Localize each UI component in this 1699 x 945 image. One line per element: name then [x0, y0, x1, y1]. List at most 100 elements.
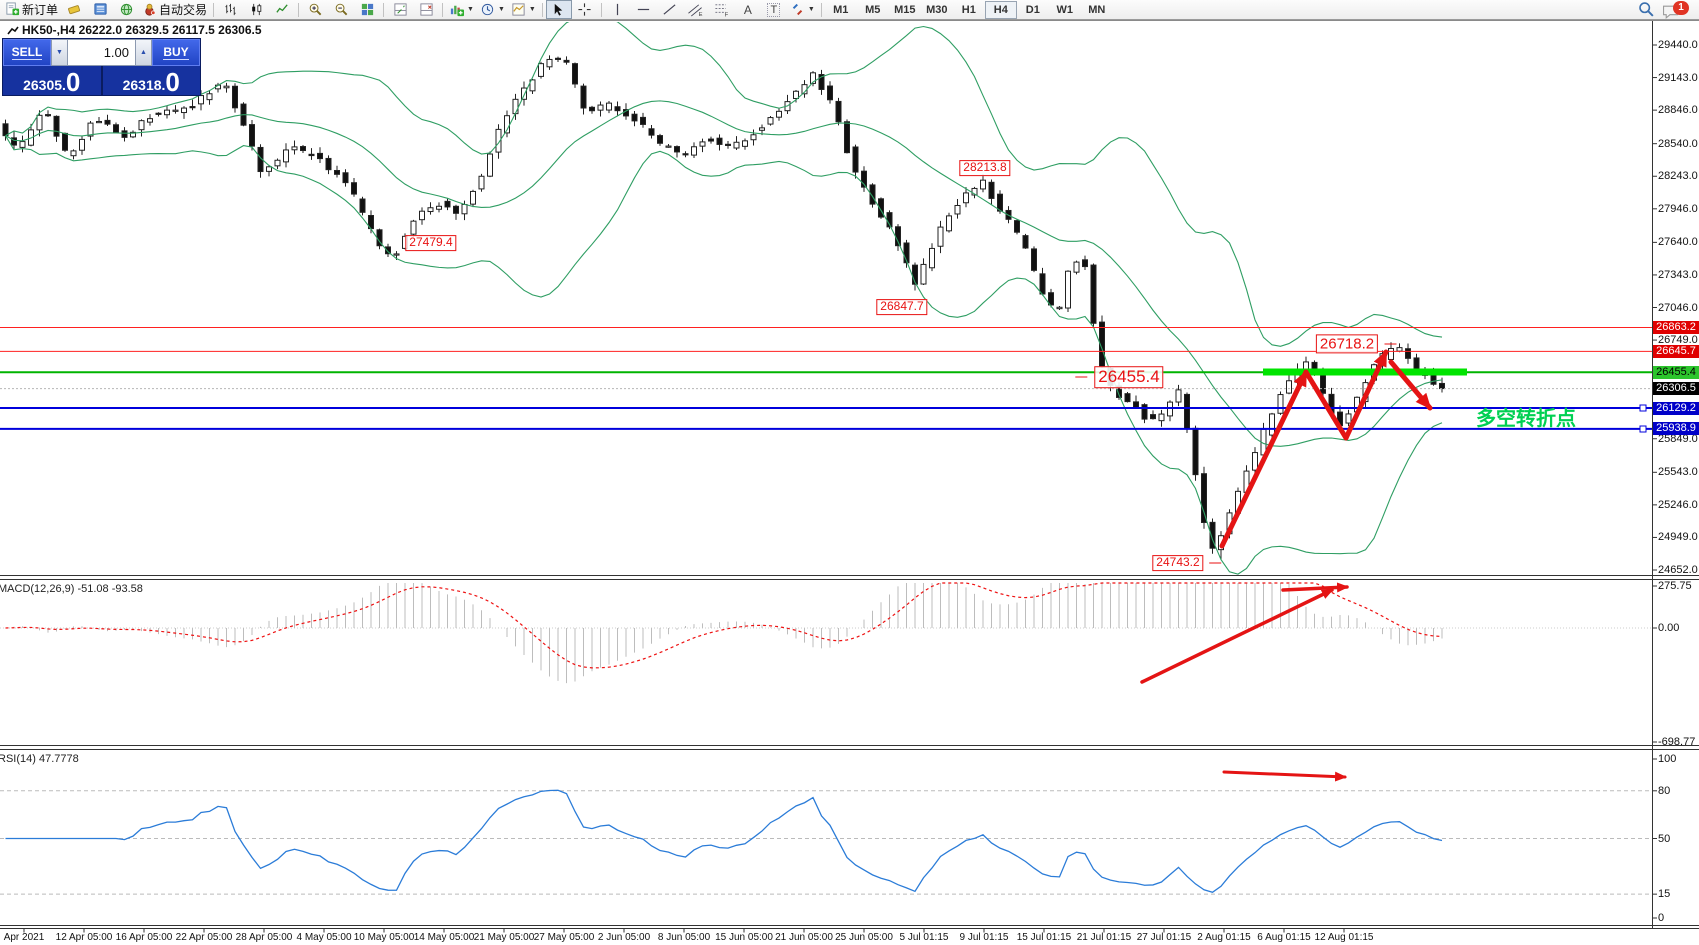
- indicator-window-icon: [393, 3, 407, 16]
- timeframe-button-m1[interactable]: M1: [833, 3, 849, 16]
- search-icon[interactable]: [1638, 1, 1655, 18]
- trend-arrow: [1388, 359, 1433, 411]
- buy-price[interactable]: 26318. 0: [103, 66, 201, 95]
- timeframe-button-h1[interactable]: H1: [961, 3, 976, 16]
- price-tag-label[interactable]: 28213.8: [959, 160, 1011, 176]
- templates-button[interactable]: ▼: [508, 0, 539, 19]
- trend-arrow: [1343, 349, 1389, 441]
- profile-button[interactable]: [61, 0, 87, 19]
- add-indicator-button[interactable]: ▼: [446, 0, 477, 19]
- price-axis-tick: 29143.0: [1658, 71, 1698, 84]
- horizontal-line-tool[interactable]: [631, 0, 657, 19]
- bollinger-bands: [5, 22, 1443, 575]
- one-click-trading-panel: SELL ▼ 1.00 ▲ BUY 26305. 0 26318. 0: [2, 38, 201, 96]
- tile-windows-button[interactable]: [354, 0, 380, 19]
- cursor-tool-button[interactable]: [545, 0, 572, 19]
- timeframe-button-d1[interactable]: D1: [1025, 3, 1040, 16]
- price-tag-label[interactable]: 27479.4: [405, 235, 457, 251]
- time-axis-label: 22 Apr 05:00: [175, 932, 233, 943]
- bar-chart-button[interactable]: [217, 0, 243, 19]
- indicator-window-button[interactable]: [387, 0, 413, 19]
- vertical-line-tool[interactable]: [605, 0, 631, 19]
- timeframe-button-h4[interactable]: H4: [984, 0, 1017, 19]
- text-tool-label: A: [743, 2, 752, 17]
- arrows-tool[interactable]: ▼: [787, 0, 818, 19]
- toolbar-separator: [442, 2, 444, 17]
- new-order-button[interactable]: 新订单: [2, 0, 61, 19]
- notifications-button[interactable]: 1: [1661, 0, 1691, 19]
- trend-arrow: [1140, 588, 1334, 684]
- time-axis-label: 2 Aug 01:15: [1197, 932, 1251, 943]
- time-axis-label: 6 Aug 01:15: [1257, 932, 1311, 943]
- time-axis-label: 8 Jun 05:00: [657, 932, 711, 943]
- timeframe-button-mn[interactable]: MN: [1088, 3, 1106, 16]
- timeframe-button-m15[interactable]: M15: [894, 3, 916, 16]
- price-tag-label[interactable]: 26718.2: [1315, 334, 1379, 354]
- channel-tool[interactable]: E: [683, 0, 709, 19]
- label-tool[interactable]: T: [761, 0, 787, 19]
- market-watch-icon: [93, 3, 107, 15]
- time-axis-label: 27 May 05:00: [533, 932, 595, 943]
- zoom-out-button[interactable]: [328, 0, 354, 19]
- price-tag-label[interactable]: 24743.2: [1152, 555, 1204, 571]
- chevron-down-icon: ▼: [528, 6, 536, 13]
- price-axis-tick: 27343.0: [1658, 268, 1698, 281]
- price-axis-tick: 27946.0: [1658, 202, 1698, 215]
- support-zone-bar[interactable]: [1263, 368, 1467, 376]
- market-watch-button[interactable]: [87, 0, 113, 19]
- price-tag-label[interactable]: 26847.7: [876, 299, 928, 315]
- fibonacci-tool[interactable]: F: [709, 0, 735, 19]
- macd-histogram: [13, 583, 1443, 684]
- macd-axis-tick: 0.00: [1658, 622, 1680, 634]
- symbol-ohlc-header: HK50-,H4 26222.0 26329.5 26117.5 26306.5: [22, 23, 262, 37]
- buy-button[interactable]: BUY: [152, 39, 200, 66]
- text-tool[interactable]: A: [735, 0, 761, 19]
- period-selector-button[interactable]: ▼: [477, 0, 508, 19]
- candlestick-chart-button[interactable]: [243, 0, 269, 19]
- price-axis-tick: 28540.0: [1658, 137, 1698, 150]
- chevron-down-icon: ▼: [497, 6, 505, 13]
- auto-trading-button[interactable]: 自动交易: [139, 0, 210, 19]
- time-axis-label: 5 Jul 01:15: [899, 932, 949, 943]
- price-axis-tick: 24652.0: [1658, 564, 1698, 576]
- line-handle[interactable]: [1639, 404, 1647, 412]
- price-axis-tick: 28243.0: [1658, 170, 1698, 183]
- volume-increase-button[interactable]: ▲: [135, 39, 152, 66]
- volume-decrease-button[interactable]: ▼: [51, 39, 68, 66]
- time-axis-label: 15 Jun 05:00: [715, 932, 773, 943]
- sell-price[interactable]: 26305. 0: [3, 66, 103, 95]
- line-chart-button[interactable]: [269, 0, 295, 19]
- buy-button-label: BUY: [163, 44, 189, 60]
- timeframe-button-w1[interactable]: W1: [1056, 3, 1074, 16]
- price-tag-label[interactable]: 26455.4: [1094, 366, 1164, 388]
- time-axis-label: 4 May 05:00: [296, 932, 352, 943]
- rsi-axis-tick: 15: [1658, 888, 1671, 901]
- price-axis-tick: 25543.0: [1658, 466, 1698, 479]
- line-handle[interactable]: [1639, 425, 1647, 433]
- zoom-in-button[interactable]: [302, 0, 328, 19]
- channel-icon: E: [688, 4, 703, 17]
- indicator-delete-button[interactable]: [413, 0, 439, 19]
- time-axis-label: 12 Apr 05:00: [55, 932, 113, 943]
- trendline-icon: [663, 4, 676, 15]
- turning-point-note[interactable]: 多空转折点: [1476, 408, 1576, 430]
- timeframe-button-m5[interactable]: M5: [865, 3, 881, 16]
- macd-axis-tick: 275.75: [1658, 580, 1692, 592]
- timeframe-button-m30[interactable]: M30: [926, 3, 948, 16]
- volume-input[interactable]: 1.00: [68, 39, 135, 66]
- rsi-axis-tick: 50: [1658, 832, 1671, 845]
- price-badge: 26129.2: [1653, 401, 1699, 415]
- data-window-button[interactable]: [113, 0, 139, 19]
- candles: [2, 55, 1445, 560]
- time-axis-label: 12 Aug 01:15: [1314, 932, 1374, 943]
- vertical-line-icon: [617, 3, 619, 16]
- sell-button[interactable]: SELL: [3, 39, 51, 66]
- macd-signal-line: [5, 582, 1443, 669]
- price-axis-tick: 25246.0: [1658, 498, 1698, 511]
- crosshair-tool-button[interactable]: [572, 0, 598, 19]
- trendline-tool[interactable]: [657, 0, 683, 19]
- timeframe-toolbar: M1 M5 M15 M30 H1 H4 D1 W1 MN: [825, 0, 1113, 19]
- chevron-down-icon: ▼: [467, 6, 474, 13]
- rsi-axis-tick: 80: [1658, 784, 1671, 797]
